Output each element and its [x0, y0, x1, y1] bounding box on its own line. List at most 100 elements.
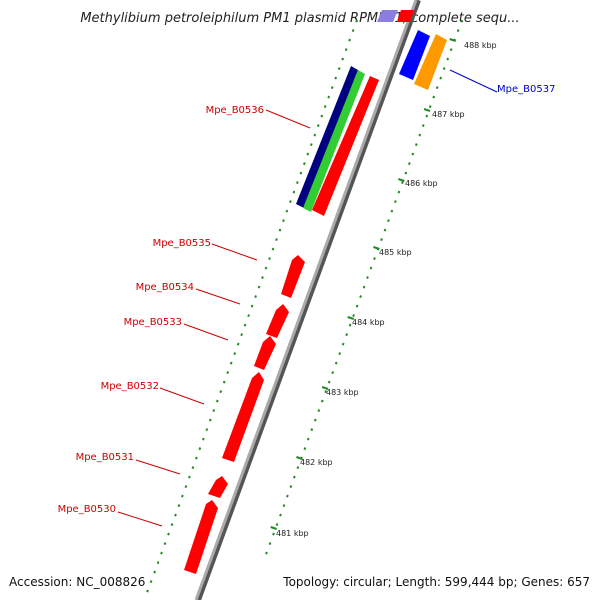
scale-dot-left: [212, 409, 216, 413]
scale-dot-right: [272, 532, 275, 536]
scale-dot-left: [177, 504, 181, 508]
scale-dot-left: [191, 466, 195, 470]
scale-dot-left: [275, 238, 278, 242]
scale-dot-left: [348, 38, 351, 42]
scale-dot-left: [278, 228, 282, 232]
scale-dot-left: [229, 361, 233, 365]
scale-dot-left: [313, 133, 317, 137]
gene-label-b0532[interactable]: Mpe_B0532: [101, 381, 159, 392]
gene-partial-purple[interactable]: [377, 10, 398, 22]
scale-label-484: 484 kbp: [352, 318, 385, 327]
scale-major-tick: [373, 246, 380, 250]
gene-label-b0536[interactable]: Mpe_B0536: [206, 105, 264, 116]
scale-dot-left: [282, 219, 285, 223]
scale-dot-right: [411, 152, 415, 156]
gene-blue-b0537[interactable]: [399, 30, 430, 80]
leader-b0530: [117, 511, 163, 527]
gene-label-b0530[interactable]: Mpe_B0530: [58, 504, 116, 515]
scale-dot-left: [233, 352, 237, 356]
scale-major-tick: [270, 526, 278, 530]
scale-dot-right: [341, 342, 345, 346]
scale-dot-right: [418, 133, 422, 137]
scale-dot-left: [181, 494, 184, 498]
leader-lines: [117, 69, 498, 527]
scale-dot-left: [306, 152, 310, 156]
scale-dot-right: [397, 190, 401, 194]
scale-dot-right: [435, 86, 439, 90]
gene-partial-red[interactable]: [397, 10, 414, 22]
gene-red-b0536[interactable]: [312, 76, 379, 216]
scale-dot-left: [302, 162, 306, 166]
scale-dot-right: [313, 418, 317, 422]
scale-dot-left: [344, 48, 348, 52]
scale-dot-right: [286, 494, 289, 498]
scale-dot-left: [292, 190, 296, 194]
scale-label-487: 487 kbp: [432, 110, 465, 119]
scale-dot-left: [330, 86, 334, 90]
scale-dot-left: [285, 209, 289, 213]
gene-label-b0535[interactable]: Mpe_B0535: [153, 238, 211, 249]
gene-red-b0530[interactable]: [184, 500, 218, 574]
scale-dot-right: [421, 124, 425, 128]
backbone-shadow: [195, 0, 421, 600]
leader-b0533: [183, 323, 229, 341]
gene-red-b0532[interactable]: [222, 372, 264, 462]
gene-navy-b0536[interactable]: [296, 66, 358, 208]
scale-dot-left: [261, 276, 264, 280]
scale-label-482: 482 kbp: [300, 458, 333, 467]
scale-dot-right: [428, 105, 432, 109]
gene-label-b0531[interactable]: Mpe_B0531: [76, 452, 134, 463]
backbone: [194, 0, 418, 600]
scale-dot-left: [247, 314, 250, 318]
gene-label-b0534[interactable]: Mpe_B0534: [136, 282, 194, 293]
gene-red-b0535[interactable]: [281, 255, 305, 298]
scale-dot-right: [383, 228, 387, 232]
leader-b0536: [265, 109, 311, 129]
scale-dot-left: [243, 323, 247, 327]
scale-dot-right: [394, 200, 397, 204]
accession-text: Accession: NC_008826: [9, 575, 145, 589]
scale-dot-right: [352, 314, 355, 318]
scale-dot-right: [320, 399, 324, 403]
scale-dot-left: [327, 95, 331, 99]
scale-dot-left: [268, 257, 271, 261]
scale-dot-right: [390, 209, 394, 213]
scale-dot-right: [265, 551, 268, 555]
gene-red-b0531[interactable]: [208, 476, 228, 498]
scale-major-tick: [321, 386, 329, 390]
gene-red-b0533[interactable]: [254, 336, 276, 370]
scale-dot-right: [401, 181, 404, 185]
gene-label-b0537[interactable]: Mpe_B0537: [497, 84, 555, 95]
scale-dot-right: [327, 380, 331, 384]
scale-dot-right: [432, 95, 436, 99]
scale-dot-right: [442, 67, 446, 71]
gene-red-b0534[interactable]: [266, 304, 289, 338]
scale-dot-right: [446, 57, 450, 61]
scale-dot-right: [348, 323, 352, 327]
gene-orange-b0537[interactable]: [414, 34, 447, 90]
scale-dot-left: [254, 295, 257, 299]
scale-dot-left: [219, 390, 223, 394]
leader-b0532: [159, 387, 205, 405]
scale-dot-right: [460, 19, 463, 23]
scale-dot-right: [404, 171, 408, 175]
scale-dot-right: [414, 143, 418, 147]
scale-dot-left: [271, 247, 275, 251]
scale-dot-left: [323, 105, 327, 109]
scale-label-485: 485 kbp: [379, 248, 412, 257]
scale-dot-left: [208, 418, 212, 422]
scale-dot-left: [198, 447, 202, 451]
scale-dot-right: [303, 447, 307, 451]
scale-dot-right: [380, 238, 383, 242]
scale-dot-left: [153, 570, 156, 574]
gene-green-b0536[interactable]: [303, 70, 365, 212]
scale-dot-right: [425, 114, 429, 118]
gene-label-b0533[interactable]: Mpe_B0533: [124, 317, 182, 328]
genes: [184, 10, 447, 574]
scale-dot-left: [337, 67, 341, 71]
scale-dot-right: [369, 266, 373, 270]
scale-label-481: 481 kbp: [276, 529, 309, 538]
scale-label-488: 488 kbp: [464, 41, 497, 50]
scale-dot-right: [359, 295, 362, 299]
